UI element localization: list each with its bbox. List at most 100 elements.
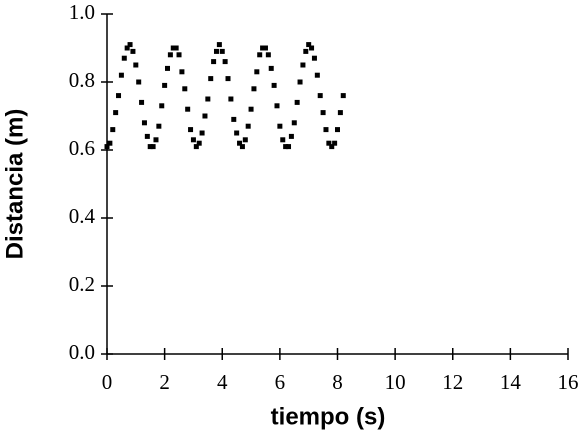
data-point: [257, 52, 263, 58]
data-point: [303, 48, 309, 54]
data-point: [156, 123, 162, 129]
data-point: [326, 140, 332, 146]
data-point: [202, 113, 208, 119]
data-point: [271, 82, 277, 88]
data-point: [107, 140, 113, 146]
data-point: [225, 76, 231, 82]
data-point: [323, 127, 329, 133]
data-point: [274, 103, 280, 109]
x-tick-label: 14: [500, 370, 522, 394]
data-point: [332, 140, 338, 146]
data-point: [268, 65, 274, 71]
x-axis-title: tiempo (s): [271, 403, 386, 430]
data-point: [234, 130, 240, 136]
data-point: [188, 127, 194, 133]
data-point: [110, 127, 116, 133]
data-point: [159, 103, 165, 109]
data-point: [222, 59, 228, 65]
data-point: [265, 52, 271, 58]
data-point: [121, 55, 127, 61]
data-point: [277, 123, 283, 129]
y-tick-label: 1.0: [69, 0, 95, 24]
y-tick-label: 0.2: [69, 272, 95, 296]
data-point: [262, 45, 268, 51]
y-tick-label: 0.4: [69, 204, 96, 228]
y-tick-label: 0.6: [69, 136, 95, 160]
data-point: [179, 69, 185, 75]
data-point: [245, 123, 251, 129]
data-point: [116, 93, 122, 99]
data-point: [139, 99, 145, 105]
data-point: [153, 137, 159, 143]
data-point: [173, 45, 179, 51]
x-tick-label: 8: [332, 370, 343, 394]
x-tick-label: 6: [275, 370, 286, 394]
data-point: [248, 106, 254, 112]
data-point: [211, 59, 217, 65]
data-point: [205, 96, 211, 102]
data-point: [251, 86, 257, 92]
data-point: [136, 79, 142, 85]
data-point: [167, 52, 173, 58]
data-point: [317, 93, 323, 99]
data-point: [104, 144, 110, 150]
data-point: [260, 45, 266, 51]
data-point: [254, 69, 260, 75]
data-point: [208, 76, 214, 82]
data-point: [297, 79, 303, 85]
data-point: [335, 127, 340, 133]
x-tick-label: 12: [442, 370, 463, 394]
x-tick-label: 16: [558, 370, 579, 394]
y-axis-title: Distancia (m): [1, 109, 28, 260]
data-point: [182, 86, 188, 92]
data-point: [291, 120, 297, 126]
data-point: [162, 82, 168, 88]
data-point: [231, 116, 237, 122]
data-point: [216, 42, 222, 48]
data-point: [176, 52, 182, 58]
data-point: [213, 48, 219, 54]
data-point: [165, 65, 171, 71]
data-point: [320, 110, 326, 116]
data-point: [150, 144, 156, 150]
data-point: [337, 110, 343, 116]
data-point: [288, 133, 294, 139]
data-point: [294, 99, 300, 105]
data-point: [190, 137, 196, 143]
data-point: [127, 42, 133, 48]
x-tick-label: 2: [159, 370, 170, 394]
data-point: [228, 96, 234, 102]
data-point: [124, 45, 130, 51]
x-tick-label: 10: [385, 370, 406, 394]
data-point: [147, 144, 153, 150]
data-point: [185, 106, 191, 112]
data-point: [170, 45, 176, 51]
y-tick-label: 0.8: [69, 68, 95, 92]
data-point: [113, 110, 119, 116]
data-point: [193, 144, 199, 150]
data-point: [340, 93, 346, 99]
y-tick-label: 0.0: [69, 340, 95, 364]
data-point: [314, 72, 320, 78]
data-point: [242, 137, 248, 143]
data-point: [311, 55, 317, 61]
x-tick-label: 4: [217, 370, 228, 394]
data-point: [329, 144, 335, 150]
data-point: [118, 72, 124, 78]
data-point: [280, 137, 286, 143]
data-point: [144, 133, 150, 139]
data-point: [286, 144, 292, 150]
data-point: [219, 48, 225, 54]
data-point: [133, 62, 139, 68]
data-point: [196, 140, 202, 146]
x-tick-label: 0: [102, 370, 113, 394]
data-point: [130, 48, 136, 54]
data-point: [141, 120, 147, 126]
data-point: [239, 144, 245, 150]
data-point: [199, 130, 205, 136]
data-point: [300, 62, 306, 68]
data-point: [283, 144, 289, 150]
data-point: [309, 45, 315, 51]
data-point: [306, 42, 312, 48]
